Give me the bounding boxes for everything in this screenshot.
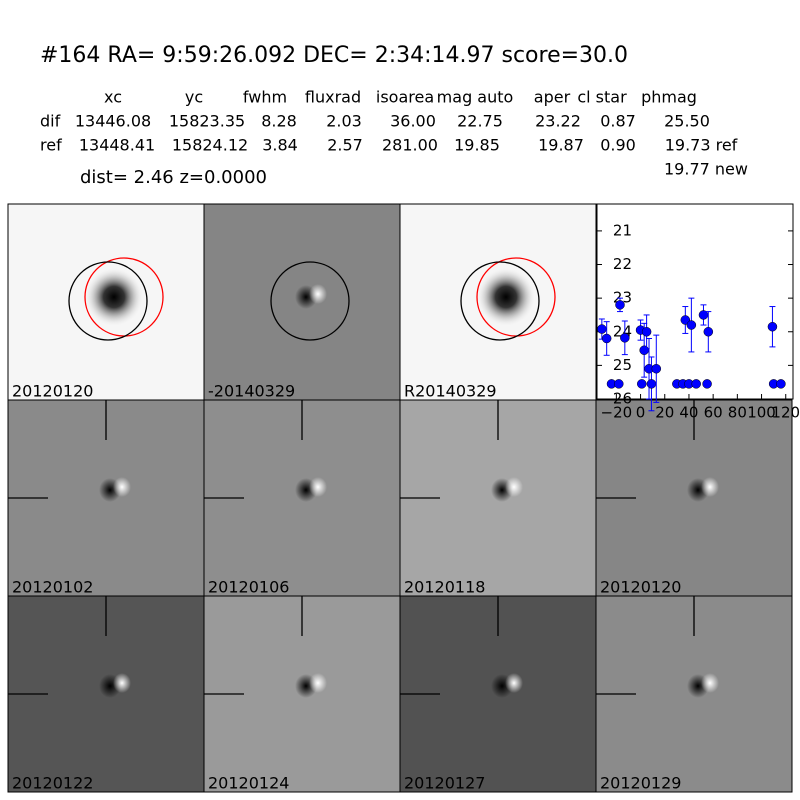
y-tick-label: 21 [613, 221, 632, 239]
dipole-bright [505, 477, 523, 497]
x-tick-label: −20 [601, 404, 633, 422]
cell: 36.00 [390, 112, 436, 131]
point [601, 333, 612, 344]
x-tick-label: 100 [747, 404, 776, 422]
x-tick-label: 120 [771, 404, 800, 422]
cell: 0.87 [600, 112, 636, 131]
stamp-label: 20120129 [600, 774, 681, 793]
cell: 13448.41 [79, 136, 155, 155]
point [597, 324, 607, 334]
x-tick-label: 60 [704, 404, 723, 422]
x-tick-label: 40 [679, 404, 698, 422]
row-label: dif [40, 112, 61, 131]
column-header: fluxrad [305, 88, 361, 107]
plot-area [596, 203, 794, 400]
cell: 22.75 [457, 112, 503, 131]
dipole-bright [113, 673, 131, 693]
cell: 3.84 [262, 136, 298, 155]
cell: 15823.35 [169, 112, 245, 131]
y-tick-label: 26 [613, 390, 632, 408]
point [615, 300, 625, 310]
dipole-bright [505, 673, 523, 693]
cell: 0.90 [600, 136, 636, 155]
stamp-label: 20120120 [12, 382, 93, 401]
point [646, 379, 657, 389]
dipole-bright [309, 477, 327, 497]
point [703, 327, 714, 337]
stamp-label: 20120120 [600, 578, 681, 597]
x-tick-label: 0 [636, 404, 646, 422]
y-tick-label: 25 [613, 356, 632, 374]
point [767, 321, 778, 332]
cell: 15824.12 [172, 136, 248, 155]
point [651, 363, 662, 374]
point [614, 379, 624, 389]
dipole-bright [309, 284, 327, 304]
column-header: isoarea [376, 88, 434, 107]
stamp-label: 20120124 [208, 774, 289, 793]
point [776, 379, 786, 389]
dist-line: dist= 2.46 z=0.0000 [80, 167, 267, 188]
title: #164 RA= 9:59:26.092 DEC= 2:34:14.97 sco… [40, 43, 628, 68]
dipole-bright [113, 477, 131, 497]
cell: 19.87 [538, 136, 584, 155]
column-header: mag auto [437, 88, 514, 107]
new-mag: 19.77 new [664, 160, 748, 179]
column-header: cl star [577, 88, 627, 107]
cell: 2.03 [326, 112, 362, 131]
point [691, 379, 701, 389]
column-header: xc [104, 88, 122, 107]
dipole-bright [309, 673, 327, 693]
column-header: phmag [641, 88, 697, 107]
point [641, 327, 652, 337]
cell: 23.22 [535, 112, 581, 131]
dipole-bright [701, 673, 719, 693]
stamp-label: R20140329 [404, 382, 497, 401]
row-label: ref [40, 136, 62, 155]
source-blob [476, 267, 536, 327]
cell: 19.85 [454, 136, 500, 155]
column-header: yc [185, 88, 203, 107]
stamp-label: 20120127 [404, 774, 485, 793]
point [686, 320, 697, 330]
stamp-label: -20140329 [208, 382, 295, 401]
cell: 281.00 [382, 136, 438, 155]
y-tick-label: 22 [613, 255, 632, 273]
cell: 8.28 [261, 112, 297, 131]
stamp-label: 20120122 [12, 774, 93, 793]
cell: 19.73 ref [665, 136, 738, 155]
x-tick-label: 20 [655, 404, 674, 422]
point [620, 333, 630, 343]
column-header: aper [534, 88, 571, 107]
column-header: fwhm [243, 88, 287, 107]
point [639, 345, 649, 355]
point [637, 379, 647, 389]
stamp-label: 20120106 [208, 578, 289, 597]
cell: 13446.08 [75, 112, 151, 131]
cell: 2.57 [327, 136, 363, 155]
dif-circle [460, 261, 540, 341]
point [702, 379, 712, 389]
stamp-label: 20120102 [12, 578, 93, 597]
stamp-label: 20120118 [404, 578, 485, 597]
x-tick-label: 80 [728, 404, 747, 422]
dipole-bright [701, 477, 719, 497]
stamp-grid: 20120120 -20140329 R20140329 20120102 201201… [7, 203, 793, 793]
cell: 25.50 [664, 112, 710, 131]
dif-circle [270, 261, 350, 341]
source-blob [84, 267, 144, 327]
dif-circle [68, 261, 148, 341]
